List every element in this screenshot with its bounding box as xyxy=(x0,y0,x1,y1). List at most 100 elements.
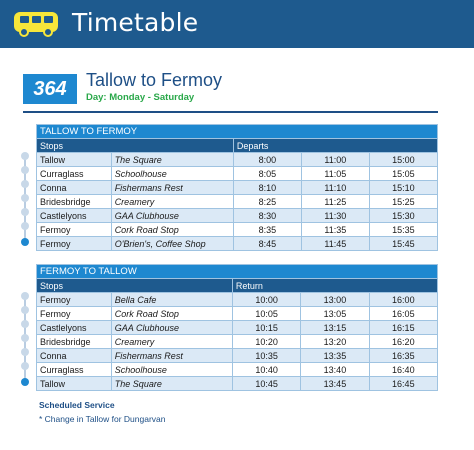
stop-name: Bridesbridge xyxy=(36,194,112,209)
bus-icon xyxy=(14,12,58,37)
column-header-row: Stops Departs xyxy=(36,138,439,153)
col-stops: Stops xyxy=(36,278,233,293)
time-cell: 11:30 xyxy=(300,208,370,223)
table-row: Curraglass Schoolhouse 10:40 13:40 16:40 xyxy=(36,362,439,377)
route-days: Day: Monday - Saturday xyxy=(86,92,195,103)
time-cell: 13:00 xyxy=(300,292,370,307)
route-name: Tallow to Fermoy xyxy=(86,70,223,90)
time-cell: 8:10 xyxy=(232,180,302,195)
table-row: Fermoy Cork Road Stop 10:05 13:05 16:05 xyxy=(36,306,439,321)
timeline-stop-dot xyxy=(21,180,29,188)
inbound-heading: FERMOY TO TALLOW xyxy=(36,264,438,279)
header-bar: Timetable xyxy=(0,0,474,48)
stop-name: Tallow xyxy=(36,152,112,167)
time-cell: 8:05 xyxy=(232,166,302,181)
stop-name: Tallow xyxy=(36,376,112,391)
time-cell: 13:15 xyxy=(300,320,370,335)
stop-name: Curraglass xyxy=(36,166,112,181)
section-heading-row: TALLOW TO FERMOY xyxy=(36,124,438,139)
stop-name: Conna xyxy=(36,348,112,363)
time-cell: 13:05 xyxy=(300,306,370,321)
timeline-stop-dot xyxy=(21,348,29,356)
time-cell: 8:25 xyxy=(232,194,302,209)
time-cell: 13:40 xyxy=(300,362,370,377)
table-row: Conna Fishermans Rest 8:10 11:10 15:10 xyxy=(36,180,439,195)
col-stops: Stops xyxy=(36,138,234,153)
time-cell: 8:45 xyxy=(232,236,302,251)
time-cell: 11:05 xyxy=(300,166,370,181)
stop-name: Fermoy xyxy=(36,292,112,307)
timeline-stop-dot xyxy=(21,166,29,174)
column-header-row: Stops Return xyxy=(36,278,439,293)
inbound-rows: Fermoy Bella Cafe 10:00 13:00 16:00 Fermoy Cor… xyxy=(36,292,439,391)
section-heading-row: FERMOY TO TALLOW xyxy=(36,264,438,279)
inbound-timetable: FERMOY TO TALLOW Stops Return Fermoy Bell… xyxy=(36,264,439,391)
time-cell: 10:20 xyxy=(231,334,302,349)
time-cell: 10:00 xyxy=(231,292,302,307)
time-cell: 16:40 xyxy=(368,362,439,377)
time-cell: 15:30 xyxy=(368,208,439,223)
time-cell: 8:30 xyxy=(232,208,302,223)
timeline-stop-dot xyxy=(21,334,29,342)
page-title: Timetable xyxy=(72,8,199,37)
time-cell: 16:05 xyxy=(368,306,439,321)
outbound-timeline xyxy=(21,152,29,248)
timeline-stop-dot xyxy=(21,194,29,202)
stop-location: GAA Clubhouse xyxy=(110,320,233,335)
stop-location: Creamery xyxy=(110,194,234,209)
stop-location: Fishermans Rest xyxy=(110,180,234,195)
time-cell: 11:45 xyxy=(300,236,370,251)
outbound-rows: Tallow The Square 8:00 11:00 15:00 Curraglass… xyxy=(36,152,439,251)
time-cell: 8:35 xyxy=(232,222,302,237)
timeline-end-dot xyxy=(21,378,29,386)
time-cell: 15:10 xyxy=(368,180,439,195)
time-cell: 16:20 xyxy=(368,334,439,349)
table-row: Conna Fishermans Rest 10:35 13:35 16:35 xyxy=(36,348,439,363)
time-cell: 16:45 xyxy=(368,376,439,391)
time-cell: 15:45 xyxy=(368,236,439,251)
stop-name: Bridesbridge xyxy=(36,334,112,349)
time-cell: 16:35 xyxy=(368,348,439,363)
stop-location: Schoolhouse xyxy=(110,362,233,377)
inbound-timeline xyxy=(21,292,29,388)
timeline-stop-dot xyxy=(21,292,29,300)
stop-name: Conna xyxy=(36,180,112,195)
stop-location: O'Brien's, Coffee Shop xyxy=(110,236,234,251)
footer-note: * Change in Tallow for Dungarvan xyxy=(39,414,166,424)
table-row: Bridesbridge Creamery 10:20 13:20 16:20 xyxy=(36,334,439,349)
table-row: Castlelyons GAA Clubhouse 10:15 13:15 16:15 xyxy=(36,320,439,335)
outbound-timetable: TALLOW TO FERMOY Stops Departs Tallow The… xyxy=(36,124,439,251)
stop-location: Fishermans Rest xyxy=(110,348,233,363)
timeline-stop-dot xyxy=(21,320,29,328)
stop-location: GAA Clubhouse xyxy=(110,208,234,223)
time-cell: 10:45 xyxy=(231,376,302,391)
time-cell: 15:05 xyxy=(368,166,439,181)
timeline-stop-dot xyxy=(21,306,29,314)
table-row: Tallow The Square 8:00 11:00 15:00 xyxy=(36,152,439,167)
stop-name: Castlelyons xyxy=(36,320,112,335)
stop-name: Fermoy xyxy=(36,306,112,321)
time-cell: 8:00 xyxy=(232,152,302,167)
stop-location: Bella Cafe xyxy=(110,292,233,307)
stop-location: Cork Road Stop xyxy=(110,222,234,237)
table-row: Tallow The Square 10:45 13:45 16:45 xyxy=(36,376,439,391)
time-cell: 16:15 xyxy=(368,320,439,335)
time-cell: 10:40 xyxy=(231,362,302,377)
stop-name: Curraglass xyxy=(36,362,112,377)
time-cell: 10:35 xyxy=(231,348,302,363)
divider xyxy=(23,111,438,113)
time-cell: 13:45 xyxy=(300,376,370,391)
time-cell: 15:25 xyxy=(368,194,439,209)
stop-name: Fermoy xyxy=(36,236,112,251)
col-departs: Departs xyxy=(232,138,439,153)
time-cell: 15:00 xyxy=(368,152,439,167)
table-row: Castlelyons GAA Clubhouse 8:30 11:30 15:30 xyxy=(36,208,439,223)
table-row: Fermoy Cork Road Stop 8:35 11:35 15:35 xyxy=(36,222,439,237)
stop-location: The Square xyxy=(110,376,233,391)
time-cell: 10:15 xyxy=(231,320,302,335)
time-cell: 13:20 xyxy=(300,334,370,349)
stop-location: Schoolhouse xyxy=(110,166,234,181)
time-cell: 11:00 xyxy=(300,152,370,167)
time-cell: 13:35 xyxy=(300,348,370,363)
time-cell: 16:00 xyxy=(368,292,439,307)
